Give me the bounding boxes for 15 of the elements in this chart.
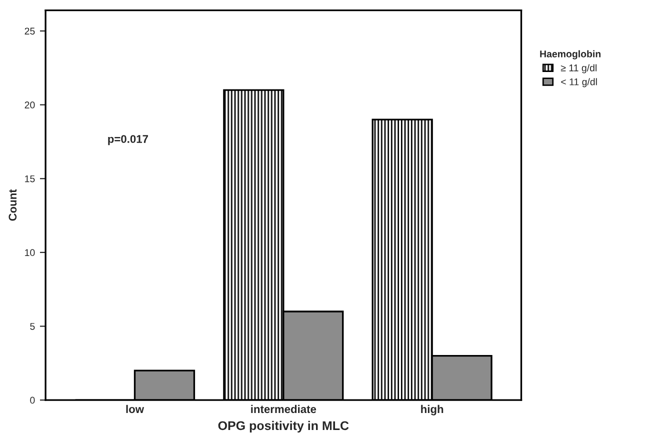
y-axis-title: Count [8,189,17,221]
legend-title: Haemoglobin [540,50,600,60]
y-tick-label: 20 [24,102,35,108]
x-tick-label: intermediate [251,404,316,414]
y-tick-label: 25 [24,28,35,35]
y-tick-label: 10 [25,249,35,256]
annotation: p=0.017 [108,135,148,146]
y-tick-label: 0 [30,396,35,404]
x-axis-title: OPG positivity in MLC [218,420,349,433]
x-tick-label: low [126,404,144,414]
y-tick-label: 5 [30,323,35,330]
x-tick-label: high [421,404,444,416]
legend-label: < 11 g/dl [561,78,597,88]
y-tick-label: 15 [25,175,35,182]
legend-label: ≥ 11 g/dl [560,64,596,74]
